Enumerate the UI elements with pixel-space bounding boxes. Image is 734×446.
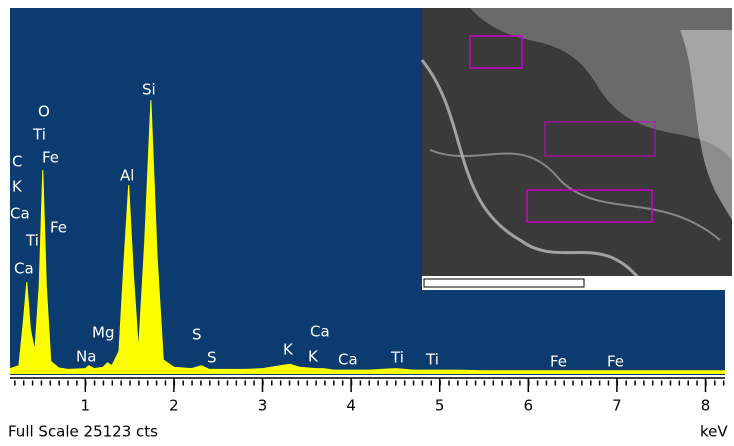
peak-label: K bbox=[12, 178, 23, 196]
peak-label: Ca bbox=[10, 205, 30, 223]
peak-label: Fe bbox=[550, 353, 567, 371]
peak-label: S bbox=[192, 326, 202, 344]
peak-label: Ca bbox=[310, 323, 330, 341]
x-tick-label: 7 bbox=[612, 397, 622, 415]
peak-label: C bbox=[12, 153, 22, 171]
peak-label: Fe bbox=[50, 219, 67, 237]
peak-label: S bbox=[207, 349, 217, 367]
x-tick-label: 5 bbox=[435, 397, 445, 415]
peak-label: Ca bbox=[14, 260, 34, 278]
spectrum bbox=[9, 99, 726, 374]
peak-label: Fe bbox=[42, 149, 59, 167]
peak-label: Ti bbox=[25, 232, 39, 250]
peak-label: Ti bbox=[390, 349, 404, 367]
peak-label: K bbox=[283, 341, 294, 359]
peak-label: Mg bbox=[92, 324, 114, 342]
peak-label: Al bbox=[120, 167, 134, 185]
x-tick-label: 4 bbox=[346, 397, 356, 415]
x-tick-label: 2 bbox=[169, 397, 179, 415]
scale-label: Full Scale 25123 cts bbox=[8, 423, 158, 441]
sem-image bbox=[420, 8, 732, 290]
x-tick-label: 1 bbox=[81, 397, 91, 415]
peak-label: O bbox=[38, 103, 50, 121]
peak-label: K bbox=[308, 348, 319, 366]
peak-label: Fe bbox=[607, 353, 624, 371]
peak-label: Na bbox=[76, 348, 96, 366]
x-axis-label: keV bbox=[700, 423, 728, 441]
peak-label: Ti bbox=[32, 126, 46, 144]
x-tick-label: 6 bbox=[524, 397, 534, 415]
peak-label: Ca bbox=[338, 351, 358, 369]
peak-label: Si bbox=[142, 81, 156, 99]
peak-label: Ti bbox=[425, 351, 439, 369]
x-tick-label: 3 bbox=[258, 397, 268, 415]
x-tick-label: 8 bbox=[701, 397, 711, 415]
